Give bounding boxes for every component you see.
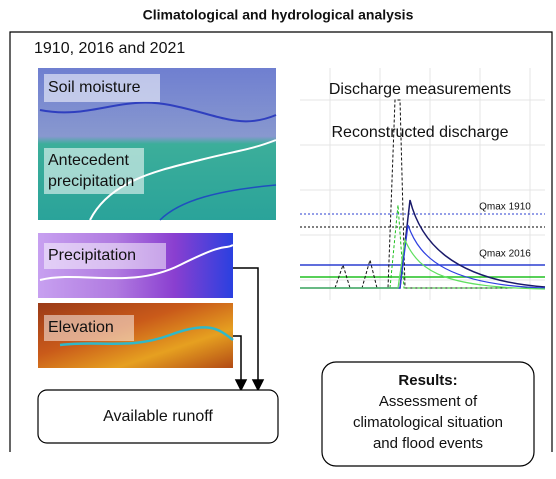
map-label: Elevation	[48, 319, 114, 336]
diagram: Climatological and hydrological analysis…	[0, 0, 556, 479]
qmax-label: Qmax 2016	[479, 249, 531, 260]
results-title: Results:	[398, 372, 457, 389]
map-label: Precipitation	[48, 247, 136, 264]
runoff-label: Available runoff	[103, 408, 213, 425]
years: 1910, 2016 and 2021	[34, 40, 185, 57]
elevation-map: Elevation	[38, 303, 233, 368]
top-map: Soil moisture Antecedent precipitation	[38, 68, 276, 220]
map-label: Soil moisture	[48, 79, 141, 96]
legend-label: Reconstructed discharge	[332, 124, 509, 141]
results-line: climatological situation	[353, 414, 503, 431]
precipitation-map: Precipitation	[38, 233, 233, 298]
map-label: Antecedent	[48, 152, 130, 169]
map-label: precipitation	[48, 173, 134, 190]
arrows	[233, 268, 263, 390]
results-line: Assessment of	[379, 393, 478, 410]
results-line: and flood events	[373, 435, 483, 452]
title: Climatological and hydrological analysis	[143, 7, 414, 23]
legend-label: Discharge measurements	[329, 81, 511, 98]
qmax-label: Qmax 1910	[479, 202, 531, 213]
hydrograph: Discharge measurements Reconstructed dis…	[300, 68, 545, 300]
